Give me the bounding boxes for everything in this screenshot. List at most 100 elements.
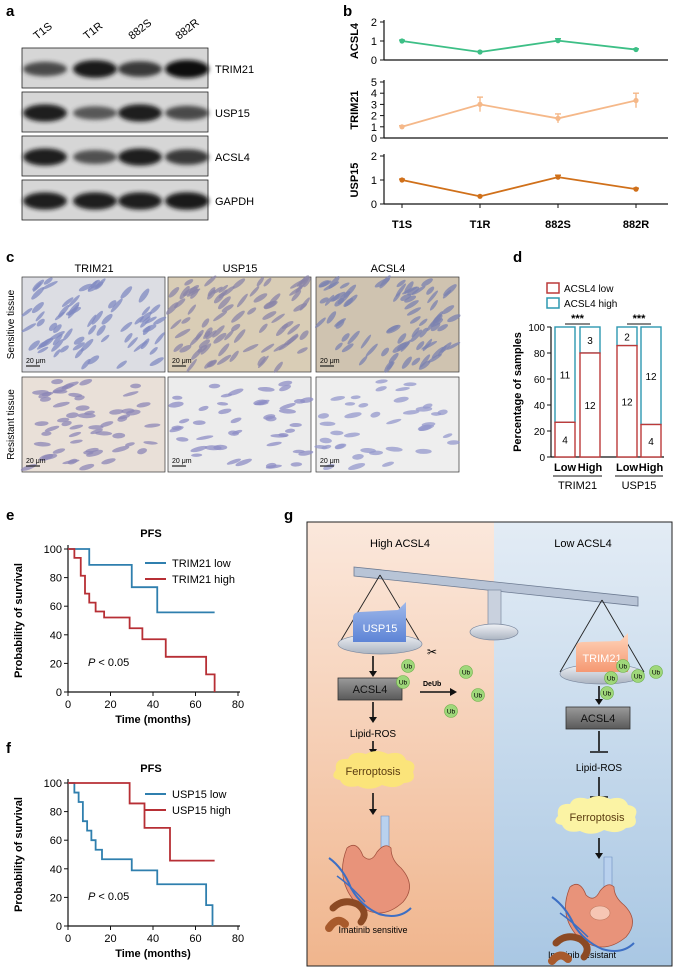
x-tick-label: T1S bbox=[392, 219, 412, 231]
data-point bbox=[633, 186, 639, 192]
p-value-annotation: P < 0.05 bbox=[88, 891, 129, 903]
group-label: TRIM21 bbox=[558, 480, 597, 492]
ferroptosis-cloud-left bbox=[333, 751, 415, 789]
bar-count-low: 4 bbox=[562, 436, 568, 447]
significance-stars: *** bbox=[571, 313, 585, 325]
x-tick-label: Low bbox=[616, 462, 638, 474]
y-tick-label: 1 bbox=[371, 36, 377, 48]
y-tick-label: 40 bbox=[50, 630, 62, 642]
panel-g-label: g bbox=[284, 507, 293, 524]
data-point bbox=[555, 174, 561, 180]
p-value-annotation: P < 0.05 bbox=[88, 657, 129, 669]
blot-band bbox=[73, 192, 117, 210]
balance-beam bbox=[353, 566, 639, 607]
acsl4-box-left bbox=[337, 677, 403, 701]
usp15-label: USP15 bbox=[363, 623, 398, 635]
group-label: USP15 bbox=[622, 480, 657, 492]
x-tick-label: 60 bbox=[189, 699, 201, 711]
legend-label: ACSL4 high bbox=[564, 299, 617, 310]
series-line bbox=[401, 99, 637, 128]
panel-c-label: c bbox=[6, 249, 14, 266]
chart-title: PFS bbox=[140, 528, 161, 540]
y-tick-label: 100 bbox=[528, 323, 545, 334]
scale-bar-label: 20 μm bbox=[320, 358, 340, 365]
bar-count-high: 12 bbox=[645, 372, 657, 383]
y-tick-label: 20 bbox=[534, 427, 546, 438]
data-point bbox=[555, 38, 561, 44]
trim21-label: TRIM21 bbox=[582, 653, 621, 665]
y-axis-title: ACSL4 bbox=[349, 22, 361, 59]
blot-band bbox=[23, 148, 67, 166]
x-tick-label: 60 bbox=[189, 933, 201, 945]
survival-curve bbox=[68, 548, 215, 614]
deub-label: DeUb bbox=[423, 681, 441, 688]
blot-band bbox=[165, 60, 209, 78]
ub-label: Ub bbox=[634, 674, 643, 681]
ub-label: Ub bbox=[447, 709, 456, 716]
panel-d-bar-chart: ACSL4 low ACSL4 high 0 20 40 60 80 100 Percentag… bbox=[512, 282, 664, 492]
legend-label: USP15 low bbox=[172, 789, 226, 801]
data-point bbox=[399, 38, 405, 44]
lane-label: T1S bbox=[31, 20, 54, 42]
bar-count-high: 3 bbox=[587, 336, 593, 347]
x-tick-label: 0 bbox=[65, 699, 71, 711]
bar-count-low: 12 bbox=[584, 401, 596, 412]
chart-title: PFS bbox=[140, 763, 161, 775]
x-tick-label: 882S bbox=[545, 219, 571, 231]
trim21-block bbox=[576, 633, 628, 672]
ihc-row-title: Sensitive tissue bbox=[6, 289, 17, 359]
ihc-column-title: ACSL4 bbox=[371, 263, 406, 275]
blot-band bbox=[118, 61, 162, 77]
ihc-image bbox=[315, 376, 460, 473]
panel-f-label: f bbox=[6, 740, 12, 757]
y-axis-title: USP15 bbox=[349, 163, 361, 198]
scale-bar-label: 20 μm bbox=[172, 458, 192, 465]
x-tick-label: 20 bbox=[104, 699, 116, 711]
blot-band bbox=[23, 61, 67, 77]
bar-count-low: 12 bbox=[621, 397, 633, 408]
y-tick-label: 40 bbox=[50, 864, 62, 876]
panel-d-label: d bbox=[513, 249, 522, 266]
blot-label: GAPDH bbox=[215, 196, 254, 208]
bar-segment-low bbox=[554, 421, 576, 458]
scale-bar-label: 20 μm bbox=[320, 458, 340, 465]
y-tick-label: 80 bbox=[534, 349, 546, 360]
ub-label: Ub bbox=[619, 664, 628, 671]
ihc-row-title: Resistant tissue bbox=[6, 389, 17, 460]
y-tick-label: 0 bbox=[539, 453, 545, 464]
y-tick-label: 0 bbox=[371, 199, 377, 211]
data-point bbox=[555, 115, 561, 121]
ub-label: Ub bbox=[652, 670, 661, 677]
schematic-frame bbox=[306, 521, 673, 967]
ubiquitin-ball bbox=[396, 675, 410, 689]
lane-label: 882S bbox=[126, 17, 154, 42]
survival-curve bbox=[68, 548, 216, 692]
y-tick-label: 0 bbox=[56, 921, 62, 933]
x-tick-label: 20 bbox=[104, 933, 116, 945]
x-tick-label: 80 bbox=[232, 933, 244, 945]
y-axis-title: Probability of survival bbox=[13, 563, 25, 678]
ihc-column-title: TRIM21 bbox=[74, 263, 113, 275]
x-axis-title: Time (months) bbox=[115, 948, 191, 960]
stomach-illustration-left bbox=[325, 815, 412, 932]
blot-band bbox=[118, 148, 162, 166]
x-tick-label: High bbox=[639, 462, 664, 474]
ubiquitin-ball bbox=[401, 659, 415, 673]
ubiquitin-ball bbox=[649, 665, 663, 679]
x-tick-label: Low bbox=[554, 462, 576, 474]
lane-label: 882R bbox=[173, 17, 201, 43]
y-tick-label: 20 bbox=[50, 658, 62, 670]
blot-band bbox=[165, 105, 209, 121]
balance-base bbox=[469, 623, 519, 641]
x-tick-label: T1R bbox=[470, 219, 491, 231]
blot-band bbox=[23, 104, 67, 122]
ub-label: Ub bbox=[404, 664, 413, 671]
y-tick-label: 2 bbox=[371, 17, 377, 29]
y-tick-label: 0 bbox=[56, 687, 62, 699]
ub-label: Ub bbox=[474, 693, 483, 700]
blot-band bbox=[73, 60, 117, 78]
x-tick-label: 40 bbox=[147, 699, 159, 711]
x-tick-label: 40 bbox=[147, 933, 159, 945]
blot-band bbox=[23, 192, 67, 210]
panel-a-western-blot: T1S T1R 882S 882R TRIM21 USP15 ACSL4 GAPDH bbox=[21, 17, 254, 221]
